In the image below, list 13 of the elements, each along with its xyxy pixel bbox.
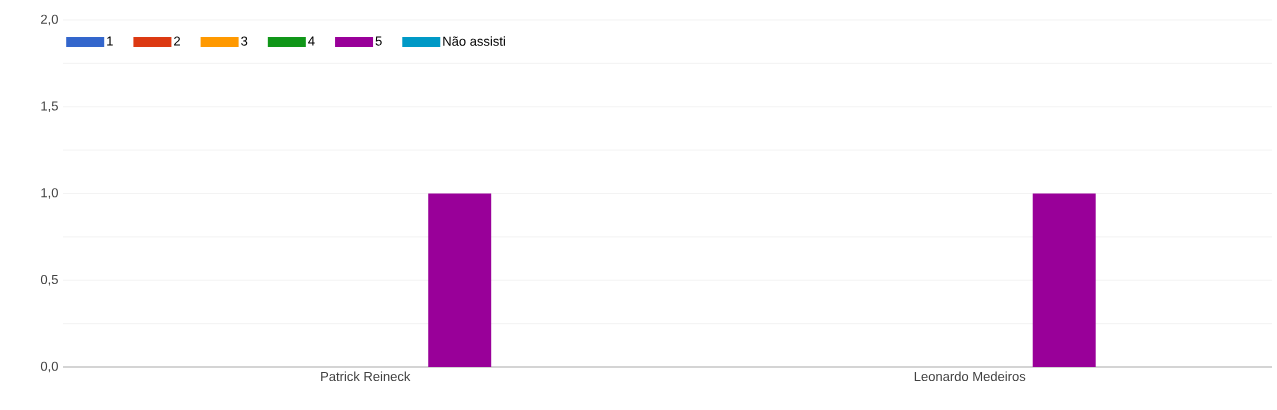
y-tick-label: 1,5 xyxy=(41,101,58,113)
y-tick-label: 1,0 xyxy=(41,188,58,199)
legend-label: 3 xyxy=(241,36,248,46)
y-tick-label: 0,0 xyxy=(40,361,58,373)
x-tick-label: Leonardo Medeiros xyxy=(914,371,1026,382)
x-tick-label: Patrick Reineck xyxy=(321,371,411,382)
legend-label: Não assisti xyxy=(443,36,505,46)
y-tick-label: 2,0 xyxy=(41,14,58,26)
legend-label: 4 xyxy=(308,36,315,46)
y-tick-label: 0,5 xyxy=(40,274,58,286)
legend-label: 5 xyxy=(375,36,382,46)
legend-label: 2 xyxy=(174,36,180,46)
legend-label: 1 xyxy=(107,36,113,46)
